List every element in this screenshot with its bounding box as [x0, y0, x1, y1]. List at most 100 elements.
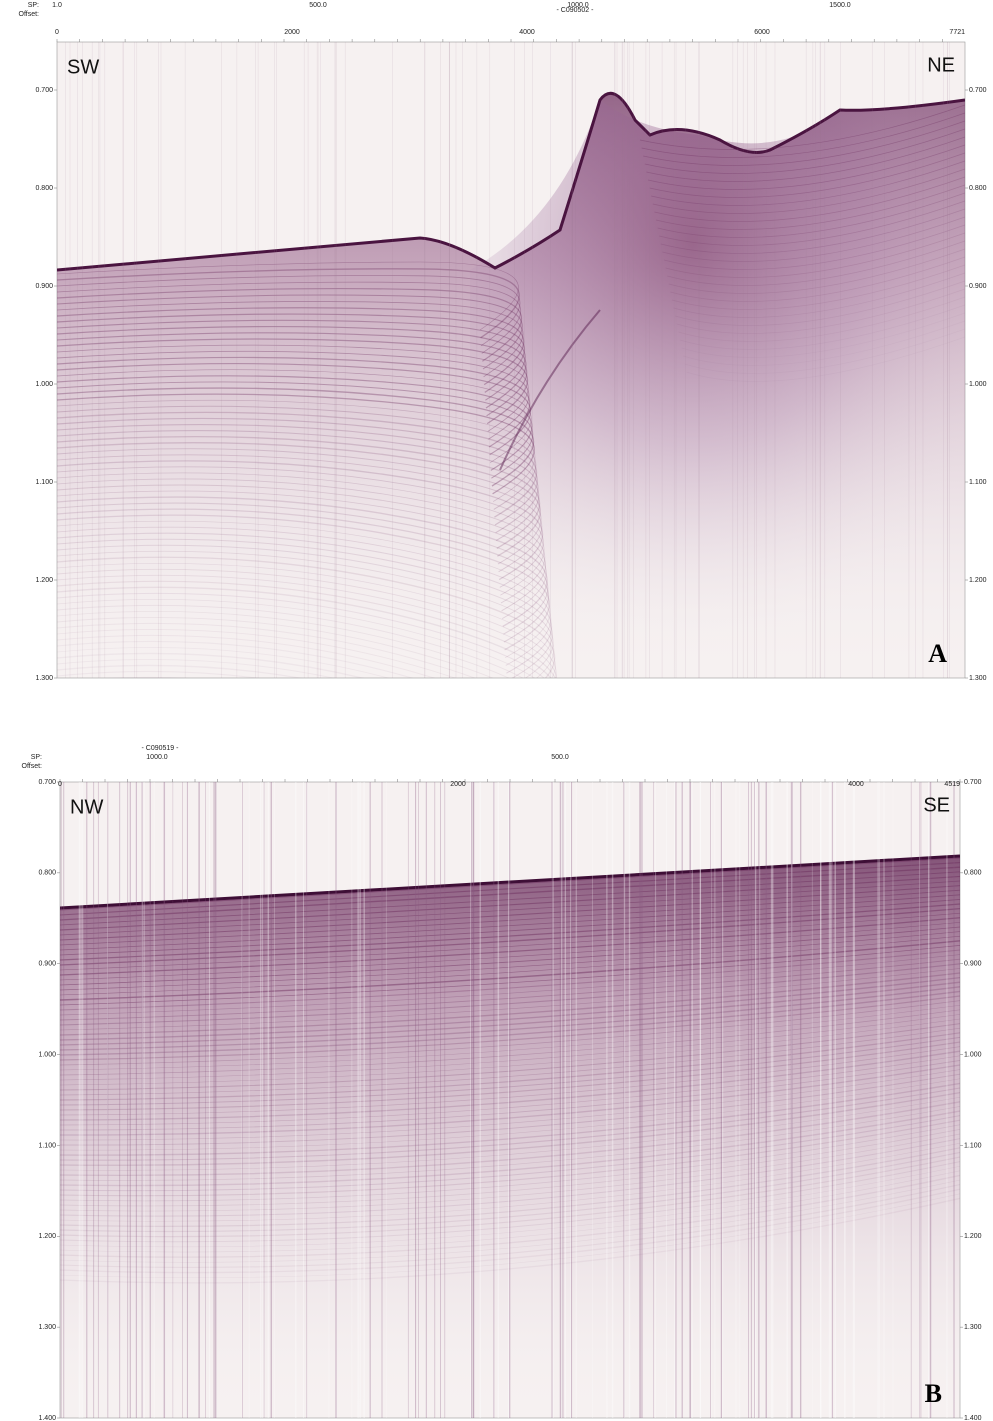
- reflector: [60, 898, 960, 956]
- reflector: [57, 664, 304, 678]
- fault: [499, 309, 601, 471]
- reflector: [57, 344, 529, 432]
- reflector: [57, 381, 534, 479]
- reflector: [57, 405, 537, 510]
- reflector: [60, 1174, 960, 1258]
- reflector: [60, 931, 960, 991]
- line-name: - C090519 -: [142, 745, 180, 752]
- reflector: [655, 184, 965, 230]
- reflector: [57, 502, 549, 635]
- reflector: [60, 1087, 960, 1161]
- sp-tick-label: 1500.0: [829, 2, 851, 9]
- time-tick-label: 1.100: [969, 479, 987, 486]
- reflector: [60, 880, 960, 936]
- reflector: [57, 319, 526, 401]
- reflector: [649, 152, 965, 198]
- reflector: [57, 448, 542, 565]
- reflector: [60, 1000, 960, 1066]
- reflector: [60, 1179, 960, 1263]
- offset-tick-label: 0: [55, 29, 59, 36]
- reflector: [60, 1101, 960, 1177]
- reflector: [60, 1197, 960, 1284]
- reflector: [57, 281, 522, 354]
- reflector: [60, 875, 960, 931]
- reflector: [60, 949, 960, 1011]
- reflector: [57, 670, 261, 678]
- time-tick-label: 1.300: [964, 1324, 982, 1331]
- reflector: [679, 304, 965, 350]
- reflector: [57, 599, 535, 678]
- time-tick-label: 1.000: [964, 1051, 982, 1058]
- reflector: [57, 430, 540, 542]
- reflector: [641, 112, 965, 158]
- line-name: - C090502 -: [557, 7, 595, 14]
- time-tick-label: 0.900: [969, 283, 987, 290]
- time-tick-label: 1.300: [969, 675, 987, 682]
- reflector: [57, 417, 538, 526]
- time-tick-label: 0.800: [38, 870, 56, 877]
- reflector: [57, 622, 476, 678]
- time-tick-label: 0.900: [38, 961, 56, 968]
- reflector: [57, 562, 556, 678]
- reflector: [57, 466, 544, 588]
- reflector: [60, 1055, 960, 1126]
- reflector: [57, 300, 524, 378]
- reflector: [57, 556, 556, 678]
- reflector: [57, 580, 556, 678]
- time-tick-label: 0.800: [969, 185, 987, 192]
- reflector: [60, 995, 960, 1061]
- offset-tick-label: 0: [58, 781, 62, 788]
- reflector: [57, 442, 541, 557]
- reflector: [57, 332, 528, 417]
- reflector: [60, 1018, 960, 1086]
- reflector: [57, 616, 494, 678]
- reflector: [57, 640, 414, 678]
- reflector: [57, 275, 521, 346]
- time-tick-label: 1.100: [38, 1142, 56, 1149]
- reflector: [60, 1050, 960, 1121]
- sp-tick-label: 500.0: [551, 754, 569, 761]
- reflector: [57, 520, 551, 658]
- reflector: [57, 454, 543, 573]
- mound: [470, 100, 965, 678]
- time-tick-label: 0.900: [964, 961, 982, 968]
- time-tick-label: 1.200: [38, 1233, 56, 1240]
- reflector: [57, 472, 545, 596]
- reflector: [60, 1027, 960, 1096]
- reflector: [657, 192, 965, 238]
- offset-tick-label: 7721: [949, 29, 965, 36]
- reflector: [57, 399, 536, 502]
- time-tick-label: 1.000: [35, 381, 53, 388]
- time-tick-label: 1.200: [969, 577, 987, 584]
- offset-tick-label: 2000: [284, 29, 300, 36]
- reflector: [60, 1165, 960, 1248]
- reflector: [667, 240, 965, 286]
- reflector: [60, 1147, 960, 1227]
- reflector: [57, 268, 520, 339]
- reflector: [60, 1115, 960, 1192]
- reflector: [60, 968, 960, 1031]
- reflector: [57, 484, 546, 612]
- reflector: [60, 1009, 960, 1076]
- reflector: [676, 288, 965, 334]
- reflector: [60, 1082, 960, 1156]
- reflector: [60, 976, 960, 1041]
- reflector: [60, 1004, 960, 1071]
- direction-label: NW: [70, 796, 103, 818]
- panel-letter: B: [925, 1379, 942, 1408]
- reflector: [57, 496, 548, 627]
- reflector: [57, 478, 546, 604]
- reflector: [60, 958, 960, 1021]
- reflector: [57, 514, 550, 651]
- reflector: [57, 307, 525, 386]
- reflector: [60, 1096, 960, 1171]
- reflector: [57, 538, 553, 678]
- reflector: [60, 1064, 960, 1136]
- reflector: [57, 490, 547, 619]
- reflector: [57, 393, 535, 495]
- reflector: [57, 574, 558, 678]
- reflector: [57, 375, 533, 471]
- direction-label: SE: [923, 794, 950, 816]
- reflector: [662, 216, 965, 262]
- reflector: [60, 857, 960, 911]
